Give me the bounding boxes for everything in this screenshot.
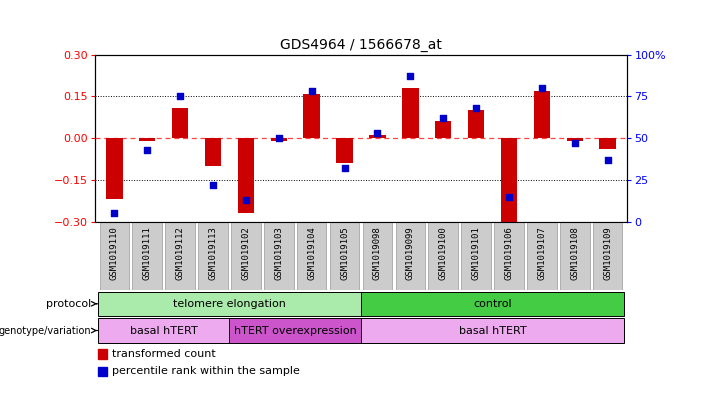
Bar [238, 138, 254, 213]
Point [602, 157, 613, 163]
Bar [435, 121, 451, 138]
Text: telomere elongation: telomere elongation [173, 299, 286, 309]
Text: GSM1019108: GSM1019108 [571, 226, 579, 279]
Bar [198, 222, 228, 290]
Text: GSM1019104: GSM1019104 [307, 226, 316, 279]
Text: hTERT overexpression: hTERT overexpression [234, 325, 357, 336]
Text: GSM1019101: GSM1019101 [472, 226, 481, 279]
Bar [106, 138, 123, 199]
Point [109, 210, 120, 217]
Point [273, 135, 285, 141]
Bar [229, 318, 361, 343]
Text: GSM1019102: GSM1019102 [241, 226, 250, 279]
Text: GSM1019099: GSM1019099 [406, 226, 415, 279]
Text: GSM1019113: GSM1019113 [208, 226, 217, 279]
Bar [98, 318, 229, 343]
Point [142, 147, 153, 153]
Bar [468, 110, 484, 138]
Text: GSM1019100: GSM1019100 [439, 226, 448, 279]
Bar [428, 222, 458, 290]
Bar [361, 318, 624, 343]
Bar [566, 138, 583, 141]
Text: transformed count: transformed count [112, 349, 216, 359]
Bar [165, 222, 195, 290]
Bar [494, 222, 524, 290]
Text: GSM1019107: GSM1019107 [538, 226, 546, 279]
Point [372, 130, 383, 136]
Title: GDS4964 / 1566678_at: GDS4964 / 1566678_at [280, 38, 442, 52]
Bar [329, 222, 360, 290]
Bar [501, 138, 517, 222]
Point [404, 73, 416, 79]
Bar [527, 222, 557, 290]
Bar [139, 138, 156, 141]
Bar [361, 292, 624, 316]
Bar [336, 138, 353, 163]
Point [306, 88, 318, 94]
Bar [402, 88, 418, 138]
Text: GSM1019105: GSM1019105 [340, 226, 349, 279]
Bar [533, 91, 550, 138]
Bar [461, 222, 491, 290]
Bar [264, 222, 294, 290]
Point [339, 165, 350, 171]
Point [569, 140, 580, 146]
Bar [362, 222, 393, 290]
Text: genotype/variation: genotype/variation [0, 325, 91, 336]
Text: GSM1019112: GSM1019112 [176, 226, 184, 279]
Text: GSM1019098: GSM1019098 [373, 226, 382, 279]
Point [536, 85, 547, 91]
Bar [98, 292, 361, 316]
Bar [172, 108, 189, 138]
Text: protocol: protocol [46, 299, 91, 309]
Bar [304, 94, 320, 138]
Point [470, 105, 482, 111]
Bar [395, 222, 425, 290]
Text: GSM1019109: GSM1019109 [603, 226, 612, 279]
Bar [593, 222, 622, 290]
Point [503, 193, 515, 200]
Point [240, 197, 252, 203]
Bar [297, 222, 327, 290]
Bar [205, 138, 222, 166]
Text: control: control [473, 299, 512, 309]
Text: GSM1019106: GSM1019106 [505, 226, 514, 279]
Bar [100, 222, 129, 290]
Bar [271, 138, 287, 141]
Bar [599, 138, 616, 149]
Text: GSM1019110: GSM1019110 [110, 226, 119, 279]
Bar [132, 222, 162, 290]
Point [207, 182, 219, 188]
Text: GSM1019103: GSM1019103 [274, 226, 283, 279]
Text: basal hTERT: basal hTERT [130, 325, 198, 336]
Text: basal hTERT: basal hTERT [458, 325, 526, 336]
Point [437, 115, 449, 121]
Text: GSM1019111: GSM1019111 [143, 226, 151, 279]
Bar [369, 135, 386, 138]
Bar [560, 222, 590, 290]
Text: percentile rank within the sample: percentile rank within the sample [112, 366, 300, 376]
Bar [231, 222, 261, 290]
Point [175, 93, 186, 99]
